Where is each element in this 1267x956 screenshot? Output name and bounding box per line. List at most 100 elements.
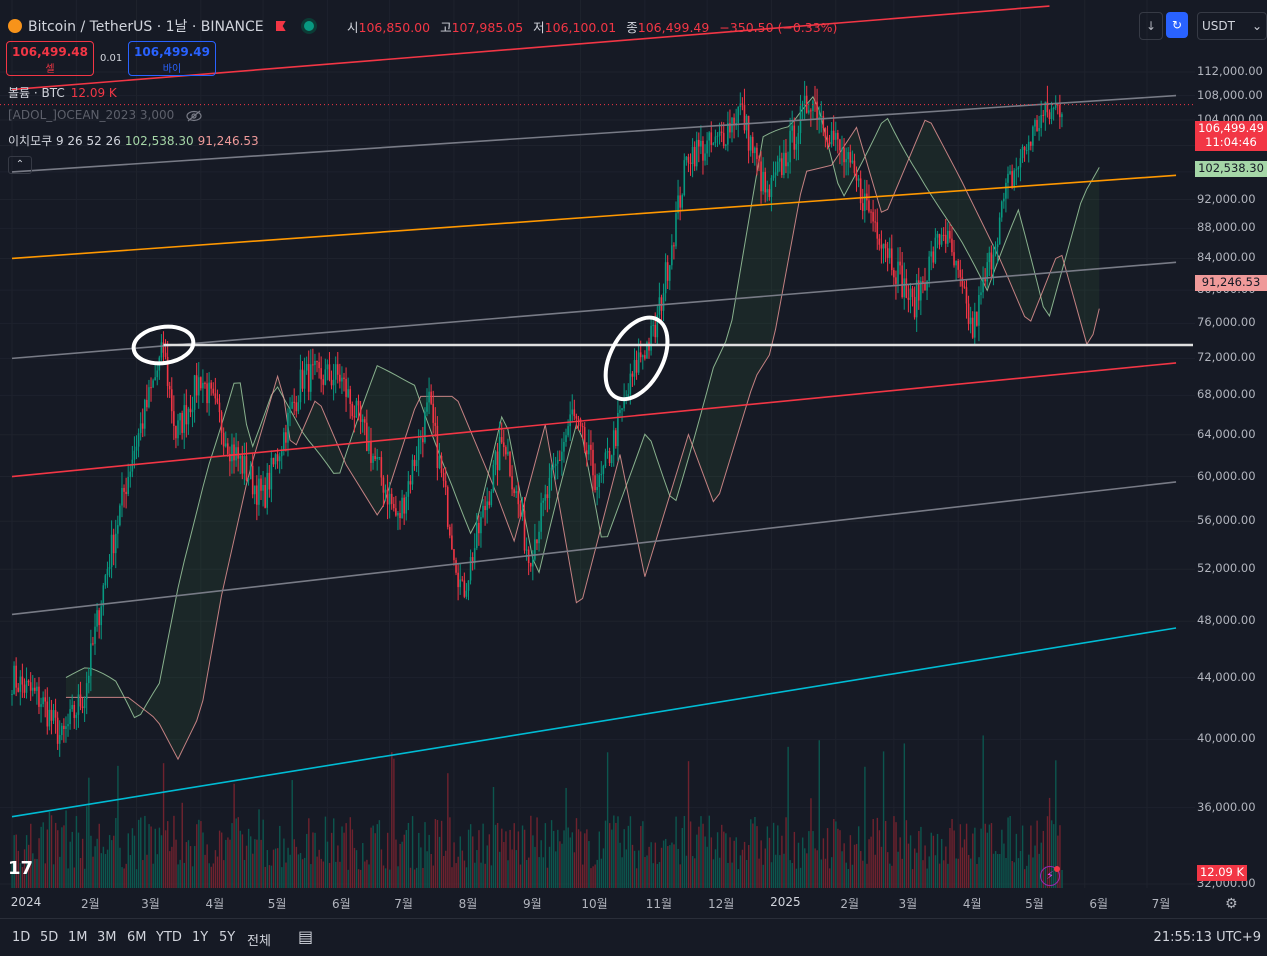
volume-bar [347,869,349,888]
candle-body [654,324,657,338]
timeframe-1M[interactable]: 1M [68,930,88,945]
gear-icon[interactable]: ⚙ [1225,896,1238,912]
candle-body [1044,101,1047,116]
timeframe-5Y[interactable]: 5Y [219,930,236,945]
volume-bar [442,855,445,888]
timeframe-3M[interactable]: 3M [97,930,117,945]
arrow-down-icon[interactable]: ↓ [1139,12,1163,40]
volume-bar [671,842,673,888]
tradingview-logo-icon[interactable]: 17 [8,858,34,879]
candle-body [588,444,590,455]
candle-body [25,680,28,693]
volume-bar [158,827,161,888]
timeframe-1Y[interactable]: 1Y [192,930,209,945]
volume-bar [77,832,80,888]
eye-hidden-icon[interactable] [186,110,202,122]
sell-button[interactable]: 106,499.48 셀 [6,41,94,76]
volume-bar [428,834,430,888]
candle-body [409,481,412,485]
flash-icon[interactable]: ⚡ [1040,866,1060,886]
volume-bar [52,864,55,888]
volume-bar [54,822,57,888]
candle-body [260,478,262,491]
candle-body [1007,173,1009,183]
candle-body [897,261,899,284]
volume-bar [822,838,825,888]
timeframe-전체[interactable]: 전체 [247,934,271,949]
adol-indicator-legend[interactable]: [ADOL_]OCEAN_2023 3,000 [8,108,202,122]
volume-bar [125,863,127,888]
candle-body [990,252,993,270]
candle-body [876,222,879,239]
candle-body [380,457,383,478]
candle-body [683,160,686,196]
volume-bar [1028,854,1030,888]
volume-bar [986,832,989,888]
clock[interactable]: 21:55:13 UTC+9 [1153,930,1261,945]
sync-icon[interactable]: ↻ [1166,12,1188,38]
candle-body [548,477,551,499]
volume-bar [573,852,576,888]
candle-body [700,140,702,147]
ichimoku-legend[interactable]: 이치모쿠 9 26 52 26 102,538.30 91,246.53 [8,132,259,149]
candle-body [486,501,488,511]
volume-bar [465,867,468,888]
candle-body [880,244,883,249]
price-tick-label: 40,000.00 [1197,731,1256,746]
chevron-up-icon[interactable]: ⌃ [8,156,32,174]
volume-bar [1030,825,1032,888]
notification-dot [1054,866,1060,872]
volume-bar [750,819,752,888]
volume-bar [696,834,698,888]
candle-body [668,265,671,281]
candle-body [446,487,449,527]
candle-body [884,243,887,249]
volume-bar [297,854,300,888]
candle-body [399,512,401,518]
flag-icon[interactable] [275,21,286,31]
ichimoku-span-b [65,119,1100,761]
volume-bar [241,834,244,888]
candle-body [959,269,962,278]
volume-bar [895,822,897,888]
volume-bar [382,865,385,888]
candle-body [986,262,989,282]
candle-body [658,297,661,315]
compare-icon[interactable]: ▤ [298,927,314,946]
candle-body [789,130,791,163]
candle-body [592,449,594,476]
timeframe-1D[interactable]: 1D [12,930,31,945]
volume-bar [289,854,291,888]
volume-bar [860,851,862,888]
buy-button[interactable]: 106,499.49 바이 [128,41,216,76]
volume-bar [312,832,314,888]
volume-bar [764,848,767,888]
candle-body [774,172,777,176]
volume-bar [44,863,46,888]
volume-bar [708,815,710,888]
timeframe-6M[interactable]: 6M [127,930,147,945]
timeframe-5D[interactable]: 5D [40,930,59,945]
volume-bar [828,868,831,888]
volume-bar [521,825,524,888]
candle-body [915,280,918,318]
candle-body [571,409,574,415]
candle-body [305,364,308,371]
time-tick-label: 9월 [522,897,542,911]
volume-bar [847,869,850,888]
volume-bar [528,857,530,888]
volume-bar [507,860,509,888]
change-value: −350.50 (−0.33%) [719,20,838,35]
symbol-title[interactable]: Bitcoin / TetherUS · 1날 · BINANCE [8,16,314,36]
candle-body [733,117,735,126]
volume-bar [430,853,432,888]
volume-legend[interactable]: 볼륨 · BTC 12.09 K [8,84,117,101]
timeframe-YTD[interactable]: YTD [156,930,182,945]
time-tick-label: 6월 [332,897,351,911]
volume-bar [760,840,762,888]
candle-body [596,486,598,491]
candle-body [38,686,40,707]
currency-select[interactable]: USDT ⌄ [1197,12,1267,40]
volume-bar [256,839,258,888]
